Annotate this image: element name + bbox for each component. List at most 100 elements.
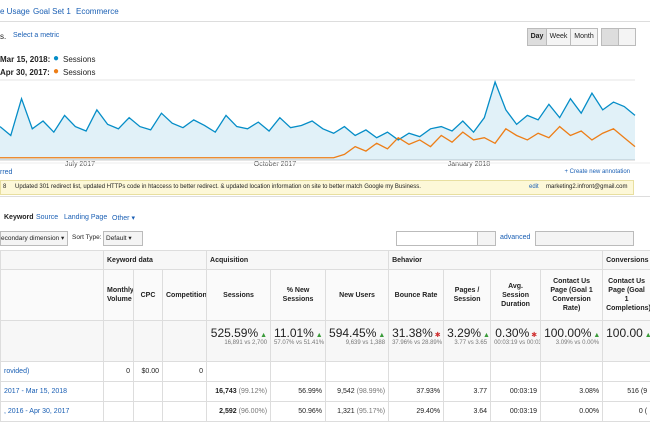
summary-value: 3.29% [447,326,481,340]
group-header: Acquisition [207,251,389,270]
cell-share: (96.00%) [239,408,267,415]
subtab-text[interactable]: Other [112,215,130,222]
secondary-dimension[interactable]: econdary dimension ▾ [0,231,68,246]
column-header: Contact Us Page (Goal 1 Conversion Rate) [541,270,603,321]
summary-cell: 3.29% ▲3.77 vs 3.65 [444,321,491,362]
trend-icon: ▲ [643,332,650,339]
summary-value: 594.45% [329,326,376,340]
summary-compare: 3.77 vs 3.65 [447,340,487,346]
column-header: Monthly Volume [104,270,134,321]
row-label: rovided) [1,362,104,382]
sort-select[interactable]: Default ▾ [103,231,143,246]
annotation-edit[interactable]: edit [529,181,539,194]
summary-cell: 11.01% ▲57.07% vs 51.41% [271,321,326,362]
summary-value-wrap: 3.29% ▲ [447,323,487,340]
trend-icon: ✱ [433,332,441,339]
column-header: CPC [134,270,163,321]
cell-value: 3.08% [579,388,599,395]
summary-cell: 594.45% ▲9,639 vs 1,388 [326,321,389,362]
annotation-text: Updated 301 redirect list, updated HTTPs… [15,181,421,194]
cell-value: 3.77 [473,388,487,395]
column-header: New Users [326,270,389,321]
subtab[interactable]: Keyword [4,214,34,221]
x-label: January 2018 [448,161,491,168]
summary-compare: 37.96% vs 28.89% [392,340,440,346]
divider [0,196,650,197]
cell-value: 50.96% [298,408,322,415]
cell: 16,743 (99.12%) [207,382,271,402]
cell [163,402,207,422]
cell: 56.99% [271,382,326,402]
group-header: Behavior [389,251,603,270]
column-header: Contact Us Page (Goal 1 Completions) [603,270,650,321]
summary-compare: 9,639 vs 1,388 [329,340,385,346]
column-header: Bounce Rate [389,270,444,321]
summary-value-wrap: 594.45% ▲ [329,323,385,340]
summary-cell: 525.59% ▲16,891 vs 2,700 [207,321,271,362]
cell-value: 1,321 [337,408,355,415]
subtab[interactable]: Other ▾ [112,214,135,222]
subtab[interactable]: Landing Page [64,214,107,221]
sort-label: Sort Type: [72,234,102,241]
create-annotation[interactable]: + Create new annotation [564,169,630,175]
annotation-bar: 8 Updated 301 redirect list, updated HTT… [0,180,634,195]
column-header: Avg. Session Duration [491,270,541,321]
annotations-link[interactable]: rred [0,169,12,176]
view-switcher[interactable] [535,231,634,246]
column-header: Competition [163,270,207,321]
subtab[interactable]: Source [36,214,58,221]
row-label: 2017 - Mar 15, 2018 [1,382,104,402]
cell: 29.40% [389,402,444,422]
summary-value: 11.01% [274,326,314,340]
secondary-text[interactable]: econdary dimension [1,235,59,242]
summary-compare: 3.09% vs 0.00% [544,340,599,346]
search-button[interactable] [477,231,496,246]
cell: 0.00% [541,402,603,422]
cell: 3.64 [444,402,491,422]
cell [541,362,603,382]
cell-value: 56.99% [298,388,322,395]
summary-value-wrap: 0.30% ✱ [494,323,537,340]
sort-text[interactable]: Default [106,235,127,242]
summary-cell: 31.38% ✱37.96% vs 28.89% [389,321,444,362]
summary-compare: 57.07% vs 51.41% [274,340,322,346]
column-header: % New Sessions [271,270,326,321]
summary-value-wrap: 31.38% ✱ [392,323,440,340]
cell [326,362,389,382]
cell [603,362,650,382]
summary-cell: 100.00% ▲3.09% vs 0.00% [541,321,603,362]
advanced-link[interactable]: advanced [500,234,530,241]
cell: 3.77 [444,382,491,402]
cell: 00:03:19 [491,382,541,402]
cell [134,382,163,402]
cell [163,382,207,402]
summary-value-wrap: 100.00 ▲ [606,323,647,340]
group-header: ConversionsGoal 1: Contact Us Pa [603,251,650,270]
cell [104,321,134,362]
group-header-text: Conversions [606,257,648,264]
cell: 0 [163,362,207,382]
search-box[interactable] [396,231,478,246]
cell-value: 9,542 [337,388,355,395]
area [0,82,635,160]
cell-value: 00:03:19 [510,408,537,415]
column-header: Sessions [207,270,271,321]
cell [163,321,207,362]
summary-value-wrap: 11.01% ▲ [274,323,322,340]
summary-value: 525.59% [211,326,258,340]
x-label: July 2017 [65,161,95,168]
cell: 516 (9 [603,382,650,402]
cell [134,402,163,422]
cell-value: 516 (9 [627,388,647,395]
annotation-author: marketing2.infront@gmail.com [546,181,627,194]
summary-value: 100.00% [544,326,591,340]
annotation-date: 8 [3,181,6,194]
cell [491,362,541,382]
column-header: Pages / Session [444,270,491,321]
summary-value: 31.38% [392,326,433,340]
cell: 00:03:19 [491,402,541,422]
